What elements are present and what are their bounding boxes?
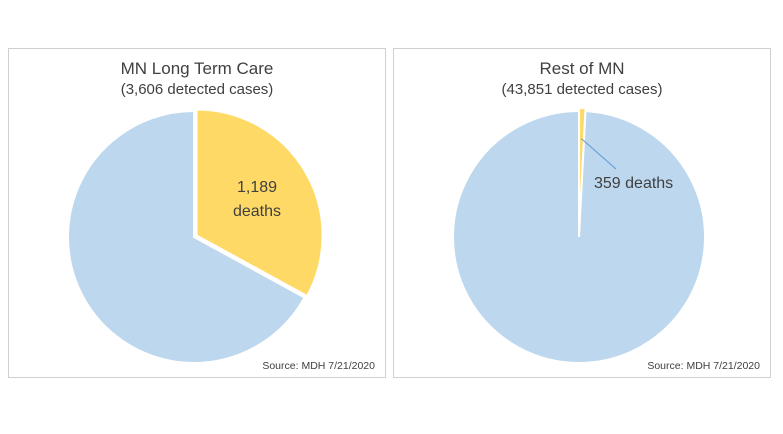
data-label: 359 deaths [594, 175, 673, 192]
chart-subtitle: (43,851 detected cases) [501, 81, 663, 98]
chart-title: Rest of MN [539, 59, 625, 78]
source-note: Source: MDH 7/21/2020 [647, 360, 760, 372]
pie-slice-other-cases [67, 109, 306, 364]
pie-chart-long-term-care: 1,189 deaths [67, 108, 324, 364]
pie-slice-other-cases [452, 109, 706, 364]
source-note: Source: MDH 7/21/2020 [262, 360, 375, 372]
data-label-caption: deaths [233, 203, 281, 220]
chart-subtitle: (3,606 detected cases) [120, 81, 274, 98]
chart-title: MN Long Term Care [120, 59, 274, 78]
leader-line [581, 138, 617, 170]
pie-slice-deaths [195, 108, 324, 298]
data-label-value: 1,189 [237, 179, 277, 196]
chart-panel-rest-of-mn: Rest of MN (43,851 detected cases) 359 d… [393, 48, 771, 378]
pie-chart-rest-of-mn: 359 deaths [452, 107, 706, 364]
chart-panel-long-term-care: MN Long Term Care (3,606 detected cases)… [8, 48, 386, 378]
